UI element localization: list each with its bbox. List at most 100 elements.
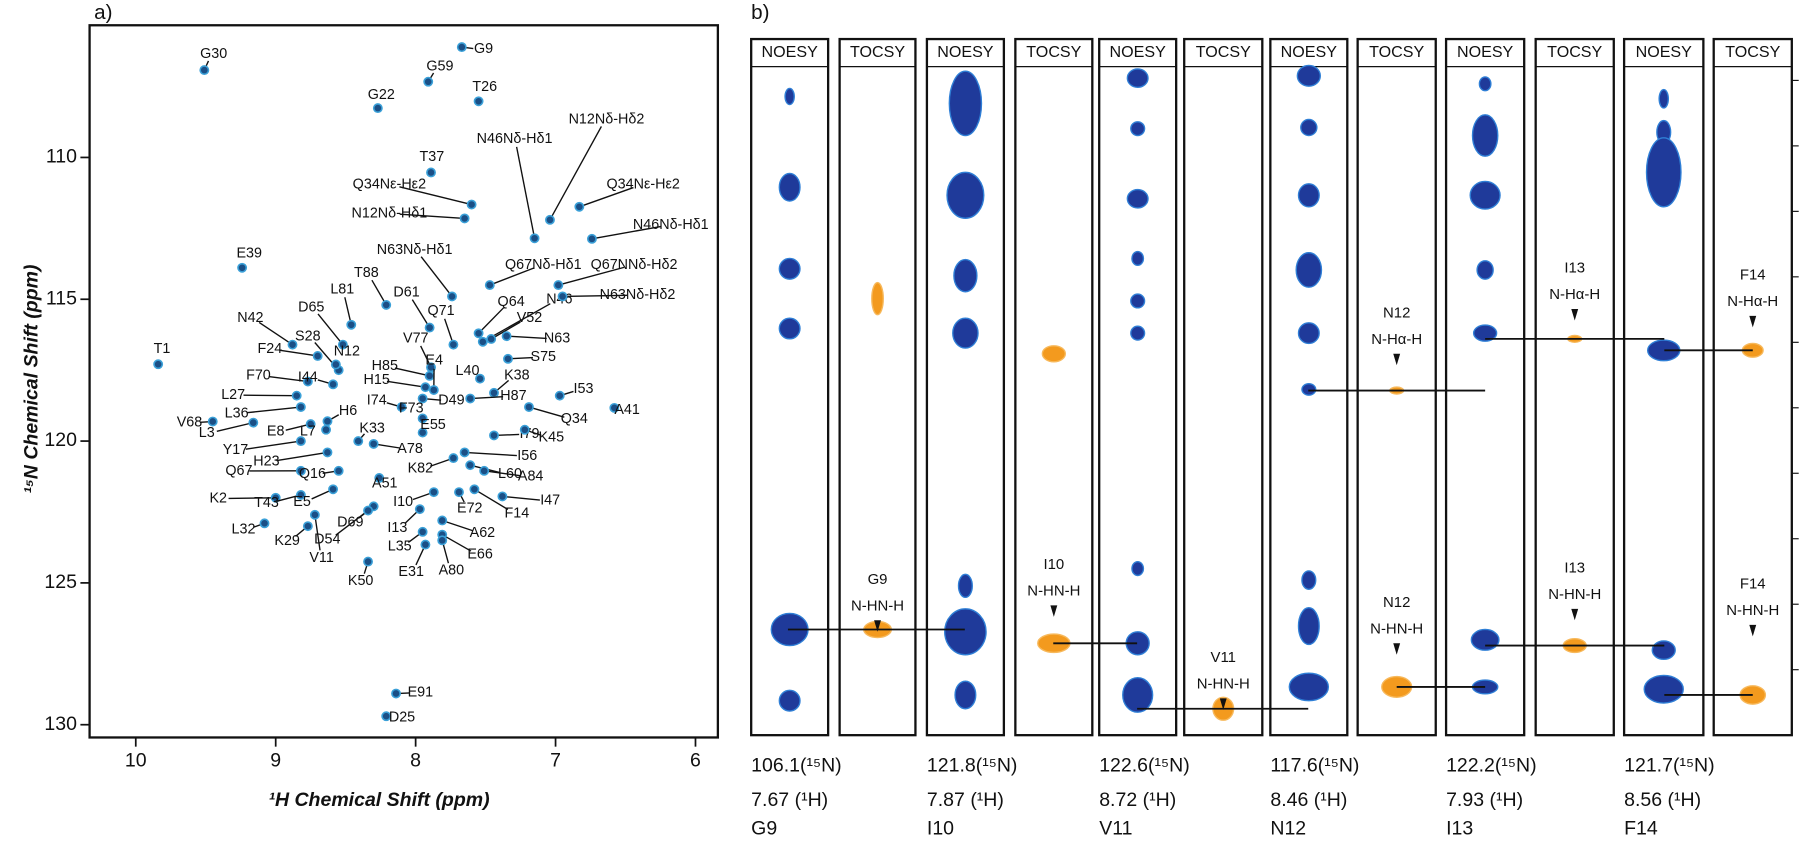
peak — [477, 336, 488, 347]
annotation: I10 — [1043, 556, 1064, 573]
n-shift: 122.6(¹⁵N) — [1099, 754, 1190, 776]
leader-line — [280, 349, 318, 357]
strip-header: TOCSY — [1725, 43, 1780, 61]
peak — [305, 419, 316, 429]
noesy-peak — [1472, 324, 1498, 342]
peak — [295, 436, 306, 447]
noesy-peak — [1297, 606, 1320, 646]
tocsy-peak — [1041, 345, 1067, 363]
annotation-arrow — [1749, 315, 1757, 328]
peak-label: I53 — [574, 381, 594, 397]
h-shift: 8.56 (¹H) — [1624, 789, 1701, 811]
annotation: N-Hα-H — [1727, 293, 1778, 310]
leader-line — [420, 256, 453, 297]
peak-label: L35 — [388, 539, 412, 555]
peak — [417, 427, 428, 438]
peak-label: L3 — [199, 425, 215, 441]
strip-frame — [750, 37, 830, 737]
strip-frame — [1183, 37, 1264, 737]
leader-line — [335, 510, 369, 536]
peak — [459, 213, 470, 224]
x-tick-label: 8 — [410, 750, 421, 772]
peak-label: I44 — [298, 370, 318, 386]
peak — [381, 299, 392, 310]
noesy-peak — [1295, 252, 1323, 288]
panel-label: b) — [751, 1, 769, 24]
annotation-arrow — [1571, 608, 1579, 621]
peak-label: E39 — [236, 246, 262, 262]
leader-line — [579, 186, 634, 208]
leader-line — [528, 406, 565, 418]
peak-label: L7 — [300, 424, 316, 440]
peak — [259, 518, 270, 529]
noesy-peak — [1296, 64, 1322, 87]
peak — [424, 370, 435, 381]
y-tick-label: 115 — [46, 287, 77, 309]
peak-label: E31 — [398, 564, 424, 580]
peak — [456, 42, 467, 53]
peak — [363, 556, 373, 567]
peak-label: Y17 — [223, 442, 249, 458]
peak — [414, 504, 425, 515]
peak-label: H15 — [364, 372, 390, 388]
noesy-peak — [1297, 183, 1320, 208]
peak-label: Q71 — [427, 303, 454, 319]
peak — [454, 487, 464, 498]
leader-line — [246, 406, 301, 414]
peak — [302, 521, 313, 532]
peak — [423, 76, 434, 87]
peak-label: Q67 — [225, 463, 252, 479]
peak — [417, 393, 428, 404]
peak-label: S28 — [295, 328, 321, 344]
peak — [417, 526, 428, 537]
peak — [609, 402, 620, 413]
strip-header: TOCSY — [1547, 43, 1602, 61]
noesy-peak — [1476, 260, 1494, 280]
annotation: N12 — [1383, 305, 1410, 322]
peak — [574, 201, 585, 212]
noesy-peak — [1297, 322, 1320, 345]
peak-label: N12 — [334, 343, 360, 359]
peak-label: L32 — [232, 521, 256, 537]
residue: I10 — [927, 818, 954, 840]
peak — [459, 447, 470, 458]
peak — [479, 465, 490, 476]
peak — [333, 465, 344, 476]
annotation: F14 — [1740, 576, 1766, 593]
annotation: I13 — [1564, 560, 1585, 577]
peak-label: H85 — [372, 358, 398, 374]
peak-label: Q67NNδ-Hδ2 — [591, 257, 678, 273]
peak-label: V68 — [177, 415, 203, 431]
peak — [312, 351, 323, 361]
peak-label: F24 — [258, 341, 283, 357]
peak-label: H6 — [339, 403, 357, 419]
peak-label: E66 — [467, 547, 493, 563]
y-tick-label: 110 — [46, 146, 77, 168]
peak — [519, 424, 530, 435]
n-shift: 121.8(¹⁵N) — [927, 754, 1018, 776]
peak — [346, 319, 357, 330]
peak-label: V52 — [517, 310, 543, 326]
peak-label: V77 — [403, 331, 429, 347]
peak — [524, 402, 534, 412]
noesy-peak — [1131, 561, 1145, 577]
annotation: N-Hα-H — [1371, 331, 1422, 348]
peak — [330, 359, 341, 370]
peak-label: G22 — [368, 87, 395, 103]
noesy-peak — [957, 573, 973, 599]
peak — [447, 291, 457, 302]
peak-label: I56 — [517, 448, 537, 464]
peak — [545, 214, 555, 225]
leader-line — [386, 380, 426, 388]
peak — [374, 473, 385, 483]
peak-label: Q34 — [561, 411, 588, 427]
noesy-peak — [1301, 570, 1317, 590]
peak — [328, 379, 339, 390]
noesy-peak — [1658, 88, 1670, 109]
annotation: N-HN-H — [1548, 586, 1601, 603]
peak — [237, 262, 248, 273]
strip-header: TOCSY — [1196, 43, 1251, 61]
plot-frame — [88, 24, 720, 739]
peak-label: A84 — [518, 469, 544, 485]
strip-header: NOESY — [762, 43, 819, 61]
